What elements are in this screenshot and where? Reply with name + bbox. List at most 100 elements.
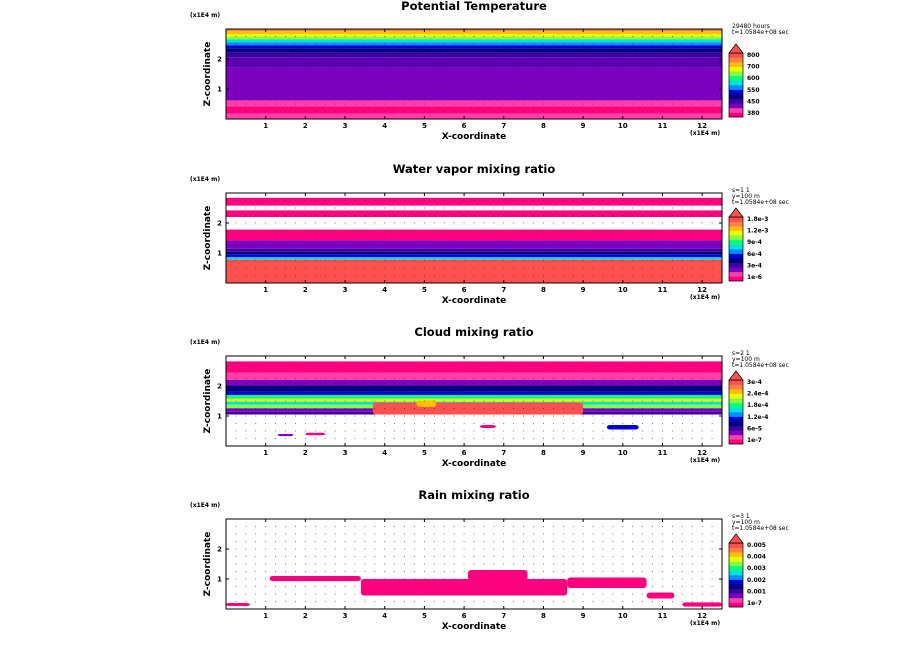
grid-dot <box>711 73 713 75</box>
grid-dot <box>503 66 505 67</box>
grid-dot <box>672 275 673 276</box>
grid-dot <box>483 88 485 90</box>
grid-dot <box>374 571 376 572</box>
grid-dot <box>592 88 594 90</box>
grid-dot <box>642 423 644 424</box>
grid-dot <box>324 200 326 201</box>
grid-dot <box>503 81 505 82</box>
grid-dot <box>314 73 316 75</box>
grid-dot <box>632 51 634 52</box>
grid-dot <box>235 58 237 60</box>
grid-dot <box>334 96 336 97</box>
grid-dot <box>384 578 386 580</box>
grid-dot <box>235 438 237 439</box>
colorbar-arrow <box>728 207 744 218</box>
grid-dot <box>602 415 604 417</box>
grid-dot <box>235 378 237 379</box>
grid-dot <box>523 58 524 60</box>
grid-dot <box>334 88 336 90</box>
grid-dot <box>543 393 544 394</box>
grid-dot <box>632 378 634 379</box>
grid-dot <box>285 430 286 432</box>
grid-dot <box>324 81 326 82</box>
grid-dot <box>245 275 247 276</box>
grid-dot <box>235 400 237 402</box>
grid-dot <box>473 111 475 112</box>
grid-dot <box>453 533 455 535</box>
grid-dot <box>642 245 644 246</box>
grid-dot <box>453 408 455 409</box>
grid-dot <box>295 526 296 527</box>
grid-dot <box>691 51 693 52</box>
grid-dot <box>275 200 276 201</box>
grid-dot <box>443 245 445 246</box>
grid-dot <box>255 230 257 231</box>
grid-dot <box>404 601 405 602</box>
grid-dot <box>433 81 435 82</box>
grid-dot <box>572 51 574 52</box>
grid-dot <box>364 96 366 97</box>
band-12 <box>226 31 722 35</box>
grid-dot <box>443 393 445 394</box>
grid-dot <box>424 363 425 364</box>
grid-dot <box>463 363 465 364</box>
grid-dot <box>433 586 435 587</box>
grid-dot <box>295 423 296 424</box>
grid-dot <box>652 430 653 432</box>
grid-dot <box>701 385 703 387</box>
grid-dot <box>572 571 574 572</box>
plot-frame <box>225 28 723 120</box>
grid-dot <box>523 245 524 246</box>
grid-dot <box>622 222 624 224</box>
grid-dot <box>344 215 346 216</box>
grid-dot <box>672 370 673 372</box>
grid-dot <box>582 66 584 67</box>
grid-dot <box>632 43 634 45</box>
grid-dot <box>443 408 445 409</box>
grid-dot <box>543 423 544 424</box>
grid-dot <box>681 533 683 535</box>
grid-dot <box>572 103 574 105</box>
grid-dot <box>255 73 257 75</box>
grid-dot <box>364 230 366 231</box>
grid-dot <box>523 88 524 90</box>
grid-dot <box>602 533 604 535</box>
grid-dot <box>652 400 653 402</box>
grid-dot <box>344 260 346 261</box>
grid-dot <box>552 260 554 261</box>
grid-dot <box>433 267 435 269</box>
grid-dot <box>394 370 396 372</box>
grid-dot <box>473 200 475 201</box>
grid-dot <box>394 541 396 542</box>
grid-dot <box>295 385 296 387</box>
grid-dot <box>453 230 455 231</box>
grid-dot <box>543 571 544 572</box>
grid-dot <box>324 103 326 105</box>
panel-title: Potential Temperature <box>401 0 547 13</box>
grid-dot <box>672 73 673 75</box>
grid-dot <box>334 36 336 37</box>
annotation: y=100 m <box>732 193 760 200</box>
grid-dot <box>572 541 574 542</box>
grid-dot <box>384 601 386 602</box>
grid-dot <box>404 215 405 216</box>
colorbar-swatch <box>729 258 743 264</box>
grid-dot <box>414 43 415 45</box>
grid-dot <box>582 96 584 97</box>
grid-dot <box>602 438 604 439</box>
colorbar-swatch <box>729 439 743 445</box>
grid-dot <box>255 563 257 565</box>
grid-dot <box>503 252 505 254</box>
colorbar-label: 0.002 <box>747 577 766 584</box>
grid-dot <box>295 533 296 535</box>
grid-dot <box>642 393 644 394</box>
grid-dot <box>582 548 584 550</box>
grid-dot <box>622 548 624 550</box>
grid-dot <box>473 36 475 37</box>
band-9 <box>226 372 722 380</box>
grid-dot <box>364 222 366 224</box>
grid-dot <box>533 103 534 105</box>
grid-dot <box>582 601 584 602</box>
grid-dot <box>235 111 237 112</box>
grid-dot <box>374 363 376 364</box>
